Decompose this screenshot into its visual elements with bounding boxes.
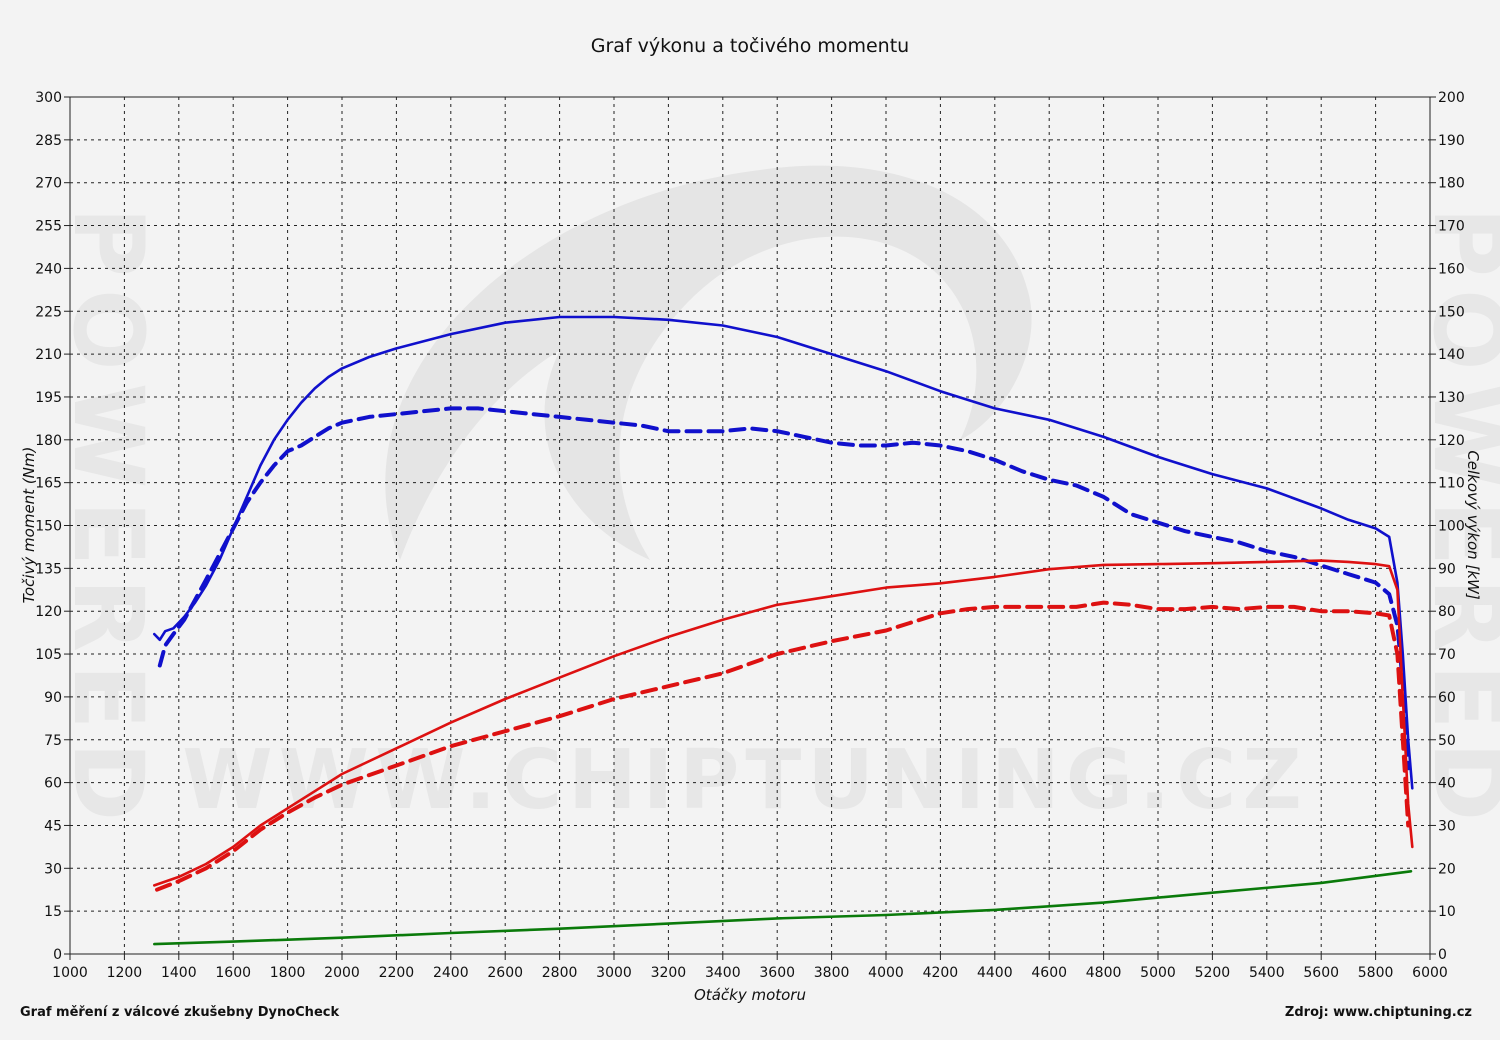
x-tick-label: 3000 (596, 965, 632, 981)
x-tick-label: 5800 (1358, 965, 1394, 981)
x-tick-label: 4400 (977, 965, 1013, 981)
y-left-tick-label: 300 (35, 90, 62, 106)
y-left-tick-label: 180 (35, 433, 62, 449)
y-left-tick-label: 15 (44, 904, 62, 920)
footer-source-url: Zdroj: www.chiptuning.cz (1284, 1005, 1472, 1020)
y-left-tick-label: 240 (35, 261, 62, 277)
y-left-tick-label: 90 (44, 690, 62, 706)
x-tick-label: 2800 (542, 965, 578, 981)
y-right-tick-label: 130 (1438, 390, 1465, 406)
y-right-tick-label: 60 (1438, 690, 1456, 706)
x-tick-label: 3800 (814, 965, 850, 981)
series-line-5 (153, 869, 1413, 946)
y-right-tick-label: 170 (1438, 219, 1465, 235)
x-tick-label: 3600 (759, 965, 795, 981)
y-right-tick-label: 50 (1438, 733, 1456, 749)
y-left-tick-label: 30 (44, 861, 62, 877)
x-tick-label: 4600 (1031, 965, 1067, 981)
x-axis-label: Otáčky motoru (694, 986, 806, 1004)
series-line-4 (155, 600, 1411, 892)
y-left-tick-label: 150 (35, 519, 62, 535)
x-tick-label: 3400 (705, 965, 741, 981)
y-left-tick-label: 195 (35, 390, 62, 406)
x-tick-label: 1800 (270, 965, 306, 981)
y-right-tick-label: 190 (1438, 133, 1465, 149)
series-line-2 (157, 406, 1411, 771)
plot-frame (69, 96, 1431, 955)
y-right-tick-label: 160 (1438, 261, 1465, 277)
x-tick-label: 5400 (1249, 965, 1285, 981)
x-tick-label: 2000 (324, 965, 360, 981)
x-tick-label: 1600 (215, 965, 251, 981)
y-axis-right-label: Celkový výkon [kW] (1464, 450, 1482, 600)
y-right-tick-label: 70 (1438, 647, 1456, 663)
y-left-tick-label: 165 (35, 476, 62, 492)
x-tick-label: 6000 (1412, 965, 1448, 981)
y-right-tick-label: 150 (1438, 304, 1465, 320)
y-left-tick-label: 0 (53, 947, 62, 963)
series-line-3 (153, 559, 1414, 887)
x-tick-label: 4000 (868, 965, 904, 981)
x-tick-label: 3200 (651, 965, 687, 981)
y-left-tick-label: 60 (44, 776, 62, 792)
y-left-tick-label: 285 (35, 133, 62, 149)
x-tick-label: 4200 (923, 965, 959, 981)
x-tick-label: 1000 (52, 965, 88, 981)
x-tick-label: 4800 (1086, 965, 1122, 981)
x-tick-label: 2600 (487, 965, 523, 981)
x-tick-label: 2200 (379, 965, 415, 981)
y-right-tick-label: 80 (1438, 604, 1456, 620)
y-left-tick-label: 135 (35, 561, 62, 577)
y-right-tick-label: 110 (1438, 476, 1465, 492)
y-right-tick-label: 90 (1438, 561, 1456, 577)
y-right-tick-label: 20 (1438, 861, 1456, 877)
axes: 1000 1200 1400 1600 1800 2000 2200 2400 2600 2800… (35, 90, 1464, 981)
y-right-tick-label: 40 (1438, 776, 1456, 792)
watermark-logo (385, 165, 1032, 560)
chart-title: Graf výkonu a točivého momentu (591, 35, 909, 57)
y-left-tick-label: 210 (35, 347, 62, 363)
y-left-tick-label: 75 (44, 733, 62, 749)
grid (70, 97, 1430, 954)
y-right-tick-label: 180 (1438, 176, 1465, 192)
watermark-side-right: POWERED (1412, 207, 1500, 834)
x-tick-label: 1200 (107, 965, 143, 981)
y-right-tick-label: 100 (1438, 519, 1465, 535)
y-right-tick-label: 200 (1438, 90, 1465, 106)
y-right-tick-label: 140 (1438, 347, 1465, 363)
x-tick-label: 5200 (1195, 965, 1231, 981)
y-right-tick-label: 0 (1438, 947, 1447, 963)
watermark-url: WWW.CHIPTUNING.CZ (182, 733, 1308, 828)
y-left-tick-label: 45 (44, 818, 62, 834)
series (153, 315, 1414, 946)
x-tick-label: 2400 (433, 965, 469, 981)
x-tick-label: 5000 (1140, 965, 1176, 981)
y-right-tick-label: 120 (1438, 433, 1465, 449)
y-left-tick-label: 225 (35, 304, 62, 320)
y-left-tick-label: 255 (35, 219, 62, 235)
x-tick-label: 5600 (1303, 965, 1339, 981)
series-line-1 (153, 315, 1414, 790)
y-right-tick-label: 10 (1438, 904, 1456, 920)
y-left-tick-label: 120 (35, 604, 62, 620)
footer-source-note: Graf měření z válcové zkušebny DynoCheck (20, 1005, 340, 1020)
y-axis-left-label: Točivý moment (Nm) (20, 447, 38, 604)
y-left-tick-label: 270 (35, 176, 62, 192)
y-left-tick-label: 105 (35, 647, 62, 663)
y-right-tick-label: 30 (1438, 818, 1456, 834)
watermark: WWW.CHIPTUNING.CZ POWERED POWERED (52, 165, 1500, 834)
x-tick-label: 1400 (161, 965, 197, 981)
